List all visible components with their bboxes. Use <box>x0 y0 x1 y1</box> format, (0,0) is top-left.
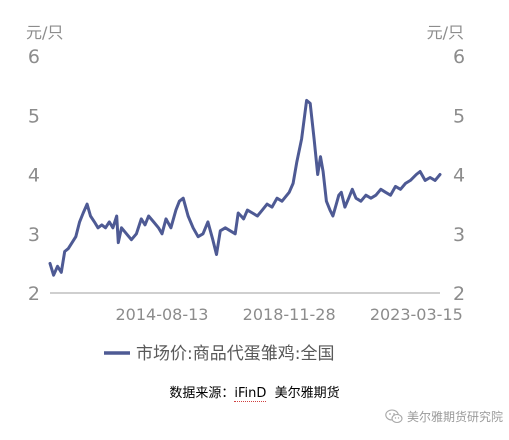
y-tick-label-right: 4 <box>453 165 465 187</box>
y-tick-label-right: 5 <box>453 105 465 127</box>
source-label: 数据来源： <box>169 386 235 401</box>
x-axis: 2014-08-13 2018-11-28 2023-03-15 <box>116 305 463 324</box>
y-tick-label-left: 2 <box>28 283 40 305</box>
y-tick-label-left: 3 <box>28 224 40 246</box>
left-unit-label: 元/只 <box>26 23 63 42</box>
x-tick-label: 2023-03-15 <box>370 305 463 324</box>
x-tick-label: 2014-08-13 <box>116 305 209 324</box>
data-source-note: 数据来源：iFinD 美尔雅期货 <box>0 382 509 402</box>
y-tick-label-left: 4 <box>28 165 40 187</box>
right-unit-label: 元/只 <box>427 23 464 42</box>
legend: 市场价:商品代蛋雏鸡:全国 <box>104 344 334 364</box>
y-tick-label-left: 6 <box>28 46 40 68</box>
source-name: iFinD <box>234 386 267 402</box>
left-y-axis: 2 3 4 5 6 <box>28 46 40 305</box>
right-y-axis: 2 3 4 5 6 <box>453 46 465 305</box>
watermark: 美尔雅期货研究院 <box>385 408 503 425</box>
watermark-text: 美尔雅期货研究院 <box>406 410 503 424</box>
y-tick-label-right: 3 <box>453 224 465 246</box>
y-tick-label-left: 5 <box>28 105 40 127</box>
series-line <box>48 98 442 277</box>
y-tick-label-right: 2 <box>453 283 465 305</box>
x-tick-label: 2018-11-28 <box>243 305 336 324</box>
legend-label: 市场价:商品代蛋雏鸡:全国 <box>136 344 334 364</box>
source-org: 美尔雅期货 <box>274 386 340 401</box>
wechat-icon <box>385 409 403 424</box>
y-tick-label-right: 6 <box>453 46 465 68</box>
